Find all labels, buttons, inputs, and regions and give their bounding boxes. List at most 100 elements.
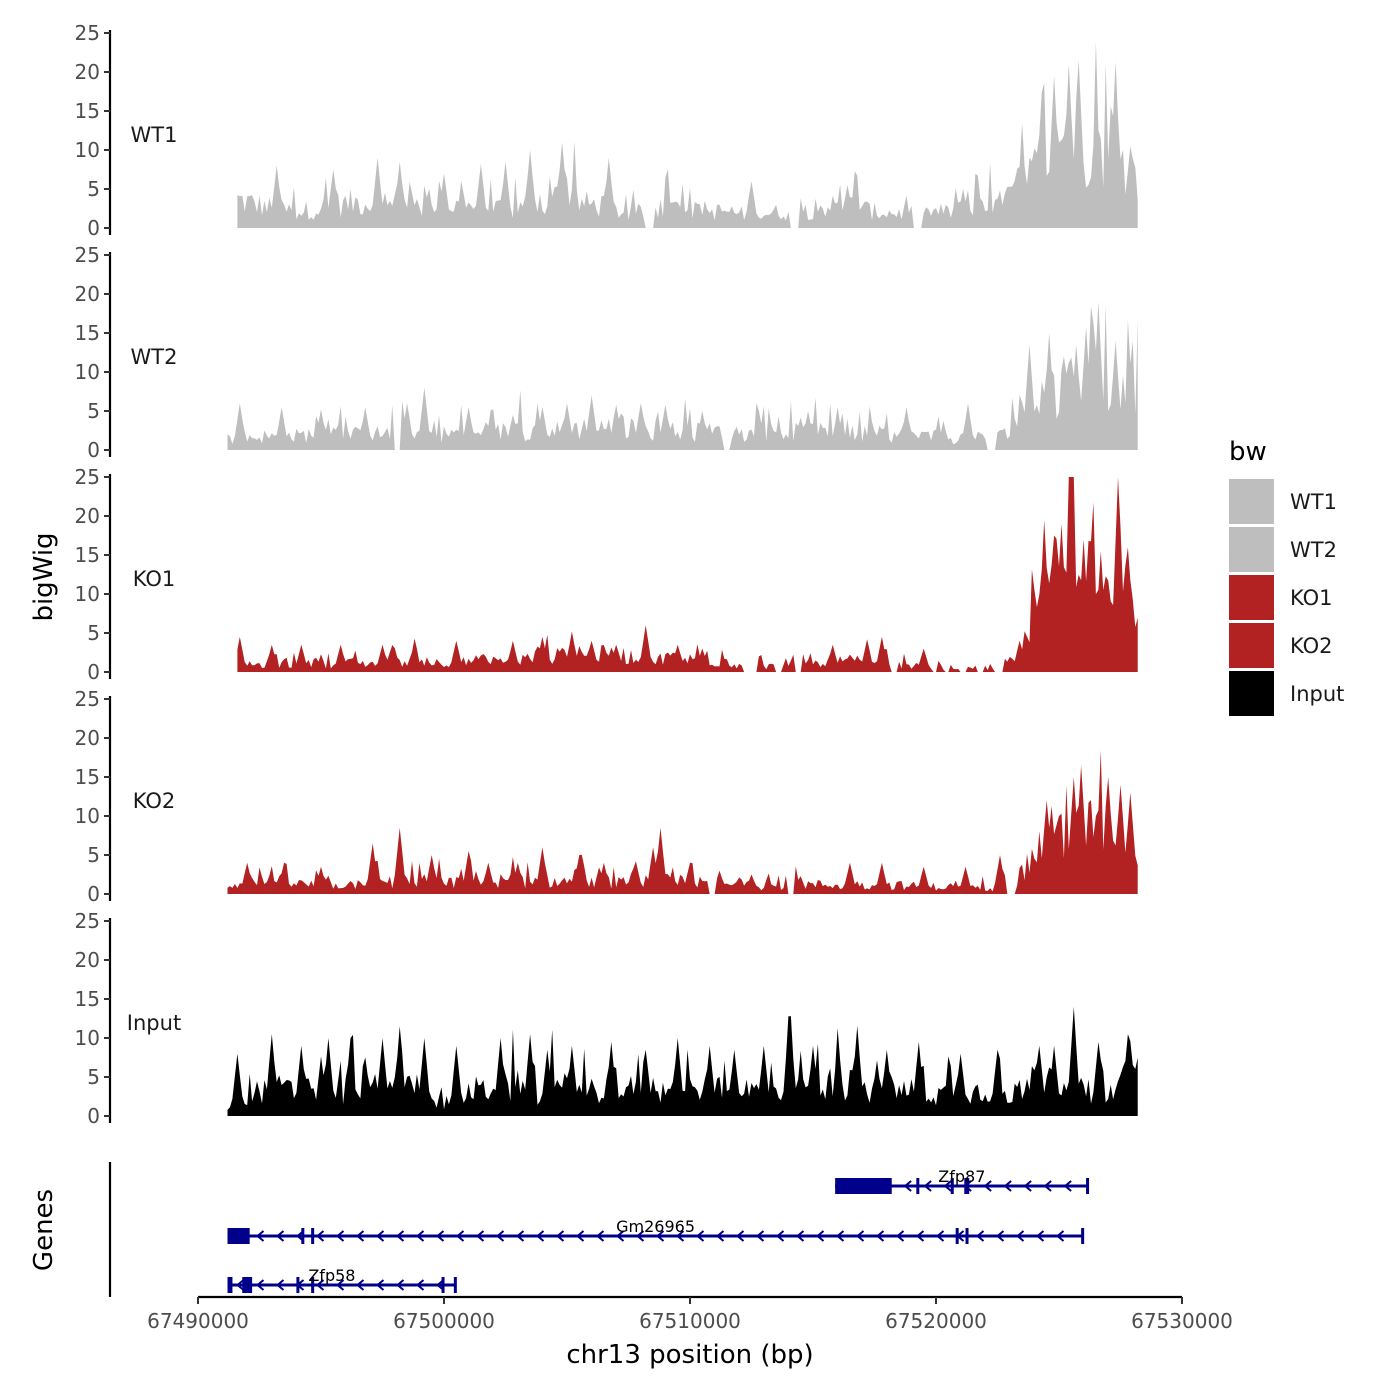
gene-exon bbox=[296, 1277, 300, 1293]
strand-chevron bbox=[655, 1230, 665, 1242]
y-tick-label: 25 bbox=[75, 465, 100, 489]
strand-chevron bbox=[675, 1230, 685, 1242]
legend-title: bw bbox=[1229, 437, 1267, 467]
y-tick-label: 15 bbox=[75, 765, 100, 789]
track-label-wt2: WT2 bbox=[131, 345, 178, 369]
strand-chevron bbox=[355, 1279, 365, 1291]
gene-exon bbox=[950, 1178, 954, 1194]
signal-area-ko1 bbox=[237, 477, 1138, 672]
gene-exon bbox=[964, 1178, 970, 1194]
gene-gm26965: Gm26965 bbox=[227, 1217, 1085, 1244]
strand-chevron bbox=[275, 1279, 285, 1291]
x-tick-label: 67530000 bbox=[1131, 1309, 1233, 1333]
strand-chevron bbox=[415, 1230, 425, 1242]
strand-chevron bbox=[435, 1230, 445, 1242]
gene-exon bbox=[227, 1228, 250, 1244]
strand-chevron bbox=[235, 1279, 245, 1291]
strand-chevron bbox=[1055, 1230, 1065, 1242]
y-tick-label: 0 bbox=[87, 438, 100, 462]
y-tick-label: 0 bbox=[87, 216, 100, 240]
gene-exon bbox=[916, 1178, 920, 1194]
strand-chevron bbox=[755, 1230, 765, 1242]
y-tick-label: 0 bbox=[87, 1104, 100, 1128]
strand-chevron bbox=[415, 1279, 425, 1291]
signal-tracks: 0510152025WT10510152025WT20510152025KO10… bbox=[75, 21, 1138, 1128]
strand-chevron bbox=[595, 1230, 605, 1242]
x-axis: 67490000 67500000 67510000 67520000 67530000 bbox=[147, 1295, 1233, 1333]
strand-chevron bbox=[495, 1230, 505, 1242]
legend-swatch-ko1 bbox=[1229, 575, 1274, 620]
strand-chevron bbox=[1023, 1180, 1032, 1192]
signal-area-wt1 bbox=[237, 41, 1138, 229]
y-tick-label: 5 bbox=[87, 843, 100, 867]
gene-label-gm26965: Gm26965 bbox=[616, 1217, 695, 1236]
y-tick-label: 0 bbox=[87, 660, 100, 684]
strand-chevron bbox=[1035, 1230, 1045, 1242]
y-tick-label: 20 bbox=[75, 282, 100, 306]
y-tick-label: 25 bbox=[75, 687, 100, 711]
strand-chevron bbox=[1003, 1180, 1012, 1192]
strand-chevron bbox=[855, 1230, 865, 1242]
genes-axis-title: Genes bbox=[29, 1189, 59, 1271]
gene-exon bbox=[441, 1277, 445, 1293]
strand-chevron bbox=[435, 1279, 445, 1291]
y-tick-label: 5 bbox=[87, 177, 100, 201]
legend-label-ko2: KO2 bbox=[1290, 634, 1333, 658]
strand-chevron bbox=[515, 1230, 525, 1242]
y-tick-label: 20 bbox=[75, 948, 100, 972]
strand-chevron bbox=[715, 1230, 725, 1242]
y-tick-label: 10 bbox=[75, 582, 100, 606]
gene-exon bbox=[311, 1228, 315, 1244]
gene-label-zfp87: Zfp87 bbox=[938, 1167, 985, 1186]
strand-chevron bbox=[995, 1230, 1005, 1242]
legend: bw WT1 WT2 KO1 KO2 Input bbox=[1229, 437, 1344, 716]
signal-area-input bbox=[227, 1006, 1138, 1116]
gene-exon bbox=[1086, 1178, 1090, 1194]
strand-chevron bbox=[935, 1230, 945, 1242]
strand-chevron bbox=[395, 1230, 405, 1242]
signal-area-ko2 bbox=[227, 750, 1138, 894]
x-tick-label: 67510000 bbox=[639, 1309, 741, 1333]
legend-label-input: Input bbox=[1290, 682, 1344, 706]
y-tick-label: 20 bbox=[75, 504, 100, 528]
strand-chevron bbox=[975, 1230, 985, 1242]
strand-chevron bbox=[255, 1230, 265, 1242]
strand-chevron bbox=[1015, 1230, 1025, 1242]
strand-chevron bbox=[943, 1180, 952, 1192]
signal-area-wt2 bbox=[227, 301, 1138, 450]
gene-exon bbox=[301, 1228, 305, 1244]
strand-chevron bbox=[355, 1230, 365, 1242]
strand-chevron bbox=[335, 1230, 345, 1242]
strand-chevron bbox=[983, 1180, 992, 1192]
y-tick-label: 25 bbox=[75, 243, 100, 267]
gene-exon bbox=[965, 1228, 969, 1244]
strand-chevron bbox=[1043, 1180, 1052, 1192]
strand-chevron bbox=[795, 1230, 805, 1242]
gene-exon bbox=[1081, 1228, 1085, 1244]
y-tick-label: 15 bbox=[75, 543, 100, 567]
gene-annotation-panel: Zfp87 Gm26965 Zfp58 bbox=[108, 1162, 1090, 1297]
y-tick-label: 15 bbox=[75, 987, 100, 1011]
y-tick-label: 25 bbox=[75, 21, 100, 45]
gene-zfp58: Zfp58 bbox=[227, 1266, 457, 1293]
legend-label-wt1: WT1 bbox=[1290, 490, 1337, 514]
legend-swatch-wt1 bbox=[1229, 479, 1274, 524]
strand-chevron bbox=[735, 1230, 745, 1242]
y-tick-label: 10 bbox=[75, 360, 100, 384]
track-label-input: Input bbox=[127, 1011, 181, 1035]
strand-chevron bbox=[615, 1230, 625, 1242]
gene-zfp87: Zfp87 bbox=[835, 1167, 1090, 1194]
strand-chevron bbox=[275, 1230, 285, 1242]
strand-chevron bbox=[375, 1279, 385, 1291]
strand-chevron bbox=[695, 1230, 705, 1242]
strand-chevron bbox=[575, 1230, 585, 1242]
track-panel-wt2: 0 5 10 15 20 25 WT2 bbox=[75, 243, 1138, 462]
y-tick-label: 15 bbox=[75, 99, 100, 123]
track-panel-ko1: 0 5 10 15 20 25 KO1 bbox=[75, 465, 1138, 684]
x-tick-label: 67500000 bbox=[393, 1309, 495, 1333]
strand-chevron bbox=[915, 1230, 925, 1242]
y-tick-label: 25 bbox=[75, 909, 100, 933]
track-label-ko2: KO2 bbox=[133, 789, 176, 813]
track-panel-wt1: 0 5 10 15 20 25 WT1 bbox=[75, 21, 1138, 240]
strand-chevron bbox=[923, 1180, 932, 1192]
